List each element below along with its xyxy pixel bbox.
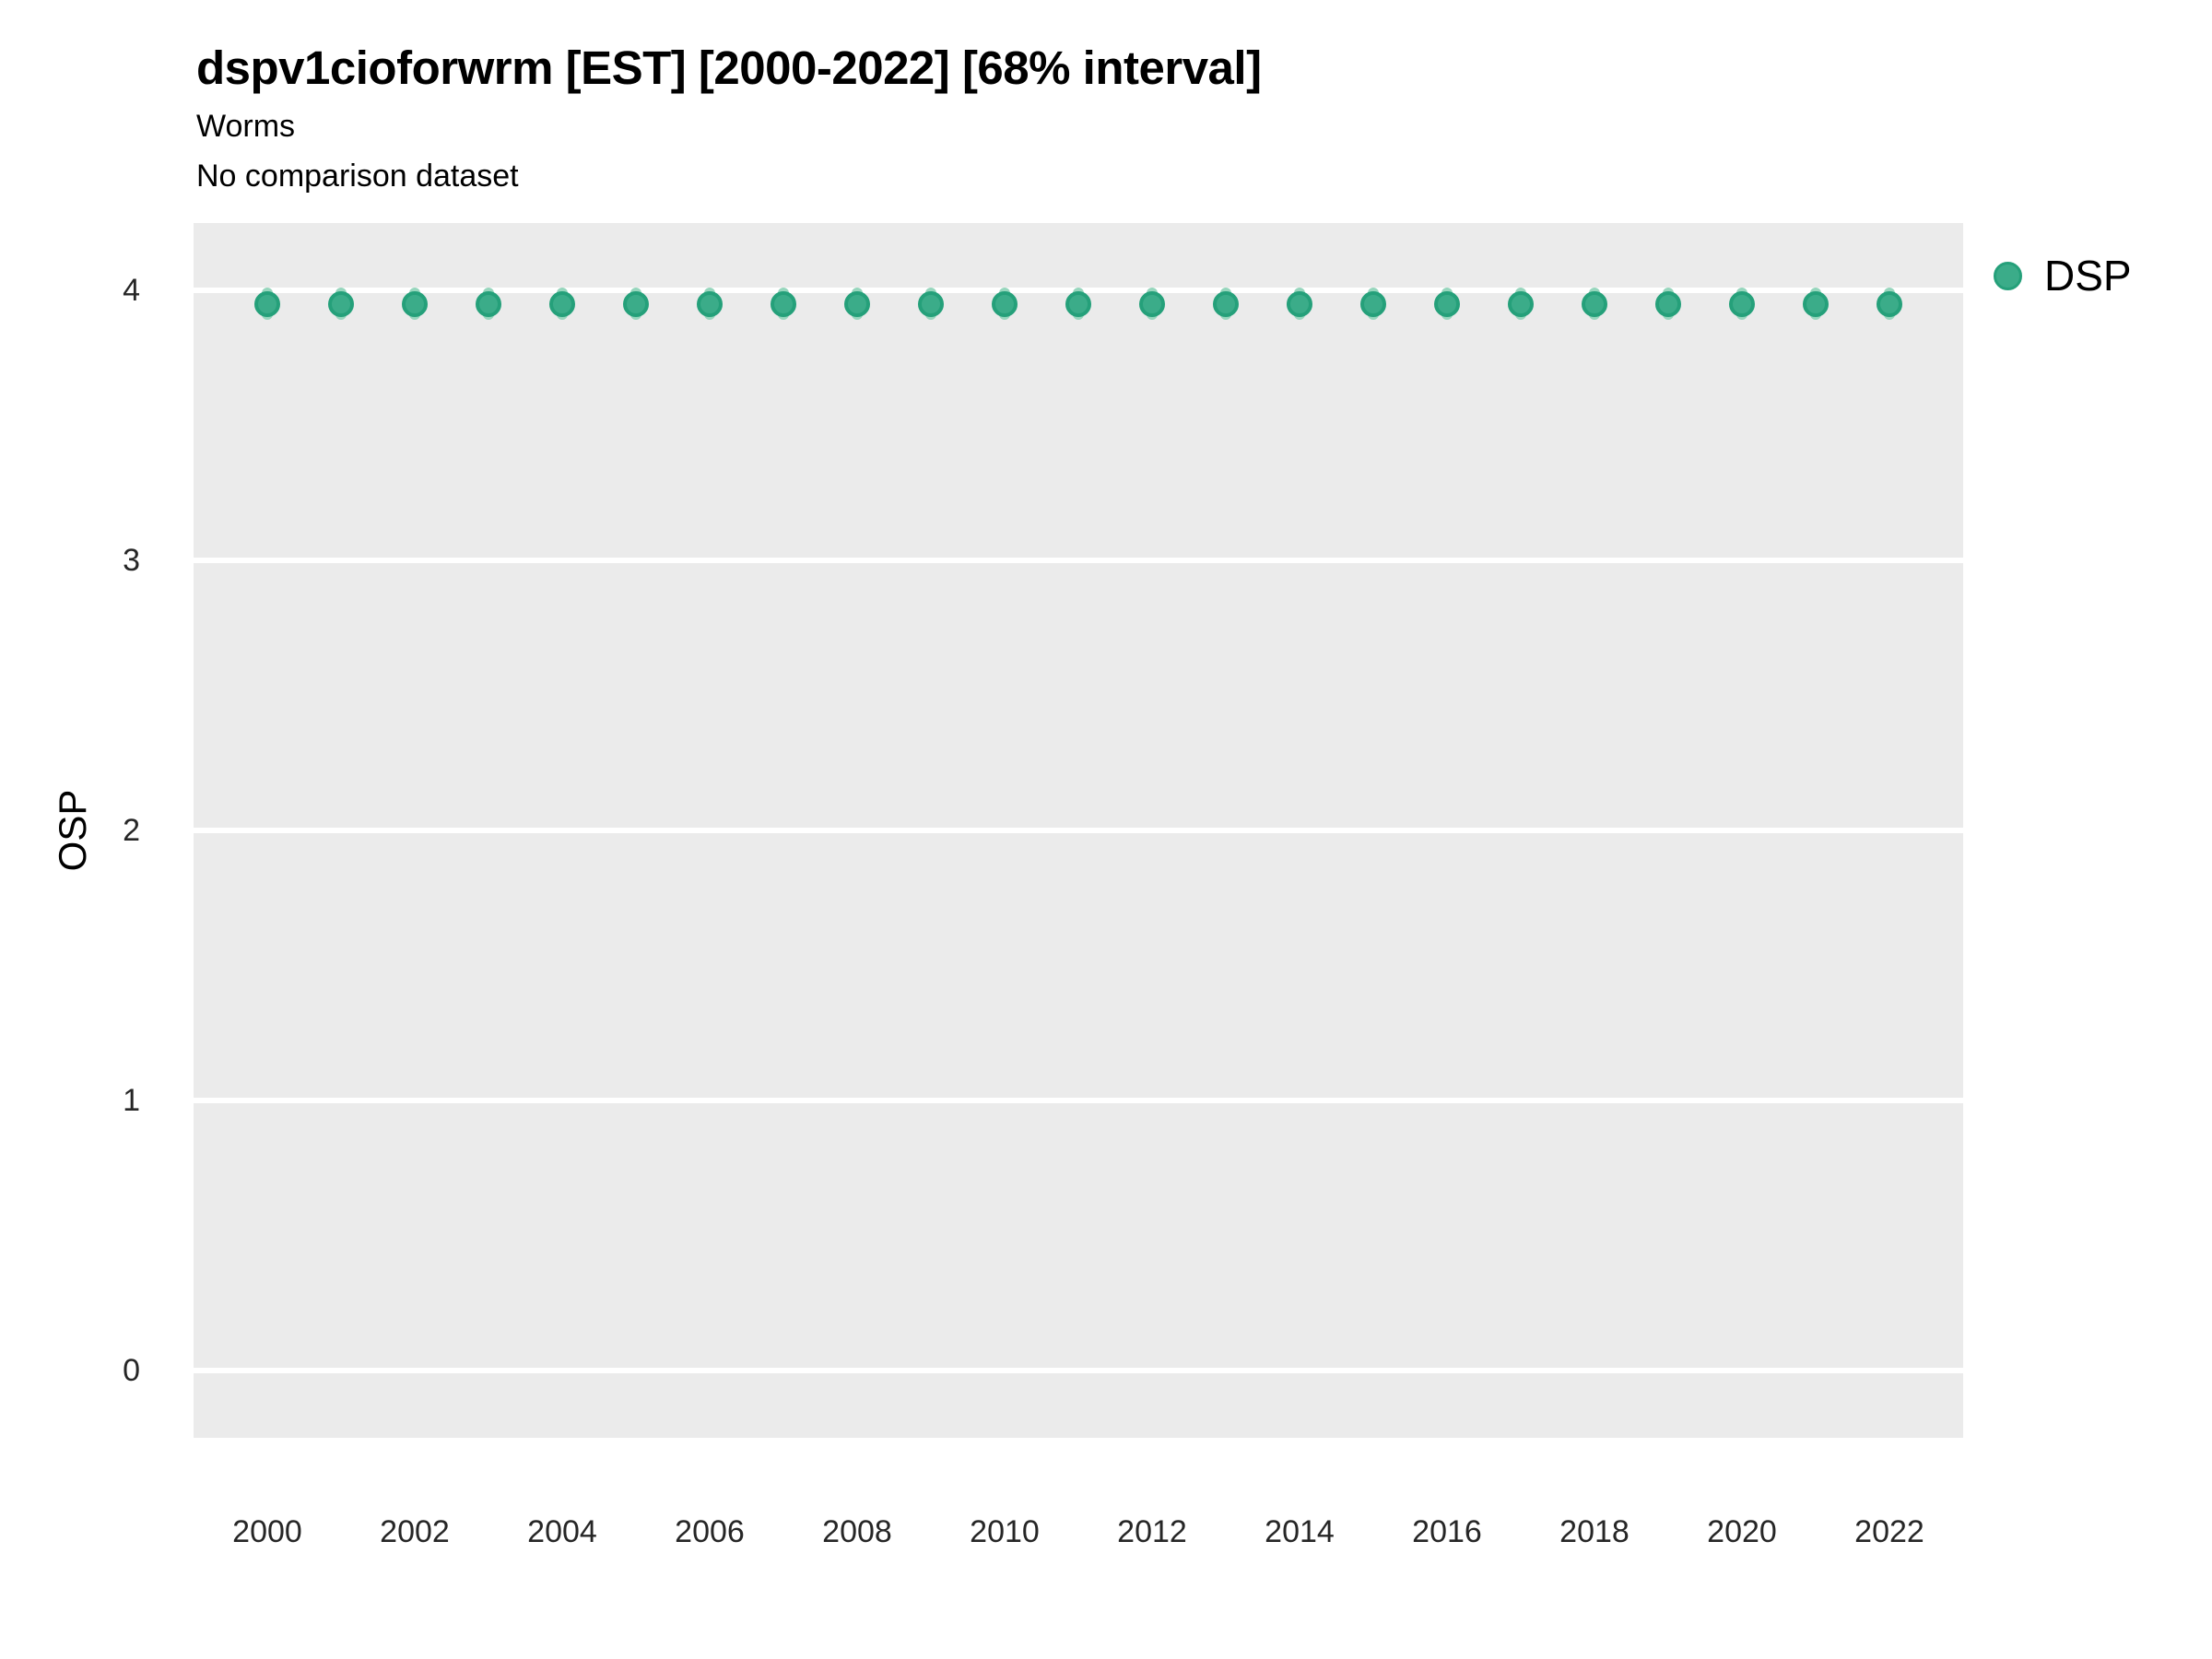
data-point-2008 <box>844 290 870 317</box>
data-point-2014 <box>1287 290 1312 317</box>
x-tick-label-2016: 2016 <box>1412 1514 1482 1549</box>
x-tick-label-2010: 2010 <box>970 1514 1040 1549</box>
x-tick-label-2008: 2008 <box>822 1514 892 1549</box>
y-tick-label-4: 4 <box>123 273 140 309</box>
y-tick-label-3: 3 <box>123 543 140 579</box>
x-tick-label-2018: 2018 <box>1559 1514 1630 1549</box>
data-point-2016 <box>1434 290 1460 317</box>
data-point-2000 <box>254 290 280 317</box>
data-point-2007 <box>771 290 796 317</box>
data-point-2020 <box>1729 290 1755 317</box>
x-tick-label-2022: 2022 <box>1854 1514 1924 1549</box>
gridline-y-1 <box>194 1097 1963 1103</box>
x-tick-label-2004: 2004 <box>527 1514 597 1549</box>
chart-title: dspv1cioforwrm [EST] [2000-2022] [68% in… <box>196 41 1262 94</box>
data-point-2019 <box>1655 290 1681 317</box>
x-tick-label-2014: 2014 <box>1265 1514 1335 1549</box>
data-point-2013 <box>1213 290 1239 317</box>
data-point-2006 <box>697 290 723 317</box>
data-point-2021 <box>1803 290 1829 317</box>
legend: DSP <box>1994 251 2132 300</box>
data-point-2001 <box>328 290 354 317</box>
legend-point-icon <box>1994 261 2022 290</box>
chart-subtitle: Worms <box>196 109 296 144</box>
y-tick-label-0: 0 <box>123 1352 140 1388</box>
x-tick-label-2006: 2006 <box>675 1514 745 1549</box>
data-point-2015 <box>1360 290 1386 317</box>
y-tick-label-1: 1 <box>123 1082 140 1118</box>
data-point-2018 <box>1582 290 1607 317</box>
data-point-2004 <box>549 290 575 317</box>
x-tick-label-2012: 2012 <box>1117 1514 1187 1549</box>
data-point-2005 <box>623 290 649 317</box>
data-point-2017 <box>1508 290 1534 317</box>
gridline-y-2 <box>194 828 1963 833</box>
data-point-2010 <box>992 290 1018 317</box>
data-point-2012 <box>1139 290 1165 317</box>
legend-label: DSP <box>2044 252 2132 300</box>
x-tick-label-2002: 2002 <box>380 1514 450 1549</box>
plot-panel <box>194 223 1963 1438</box>
data-point-2011 <box>1065 290 1091 317</box>
gridline-y-0 <box>194 1367 1963 1373</box>
gridline-y-3 <box>194 558 1963 564</box>
comparison-note: No comparison dataset <box>196 159 519 194</box>
x-tick-label-2020: 2020 <box>1707 1514 1777 1549</box>
x-tick-label-2000: 2000 <box>232 1514 302 1549</box>
data-point-2022 <box>1877 290 1902 317</box>
data-point-2009 <box>918 290 944 317</box>
y-tick-label-2: 2 <box>123 813 140 848</box>
data-point-2003 <box>476 290 501 317</box>
data-point-2002 <box>402 290 428 317</box>
